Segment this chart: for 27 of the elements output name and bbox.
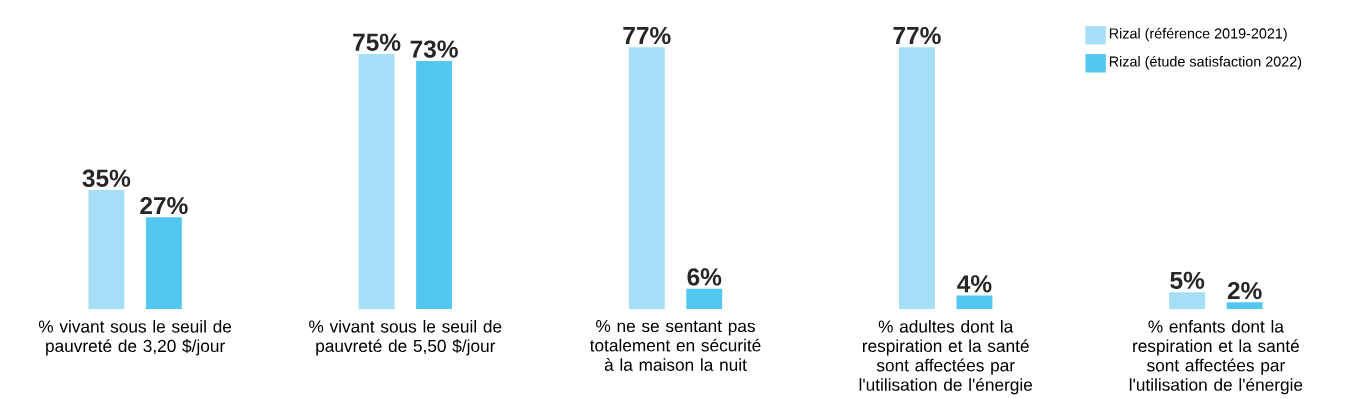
bar [1226,302,1263,310]
data-label: 5% [1170,271,1205,289]
x-tick-label: % adultes dont la respiration et la santé sont affectées par l'utilisation de l'énergie [859,319,1033,395]
bar [628,47,665,310]
bar [956,295,993,310]
x-tick-label: % ne se sentant pas totalement en sécurité à la maison la nuit [589,319,761,371]
legend-label: Rizal (étude satisfaction 2022) [1109,55,1302,70]
bar [358,54,395,310]
data-label: 35% [82,169,131,187]
bar [88,190,125,310]
data-label: 77% [623,26,671,45]
x-tick-label: % vivant sous le seuil de pauvreté de 3,20 $/jour [38,319,232,356]
data-label: 77% [893,26,941,45]
x-tick-label: % vivant sous le seuil de pauvreté de 5,50 $/jour [309,319,502,356]
bar [1169,292,1206,310]
data-label: 73% [410,40,458,58]
data-label: 27% [140,196,188,215]
data-label: 75% [353,33,401,51]
data-label: 4% [957,275,992,293]
bar [145,217,182,310]
legend-label: Rizal (référence 2019-2021) [1109,27,1287,42]
bar [899,47,935,310]
bar [686,288,723,310]
bar [416,60,453,310]
data-label: 6% [687,268,722,286]
data-label: 2% [1227,281,1262,300]
x-tick-label: % enfants dont la respiration et la santé sont affectées par l'utilisation de l'énergie [1129,319,1303,395]
